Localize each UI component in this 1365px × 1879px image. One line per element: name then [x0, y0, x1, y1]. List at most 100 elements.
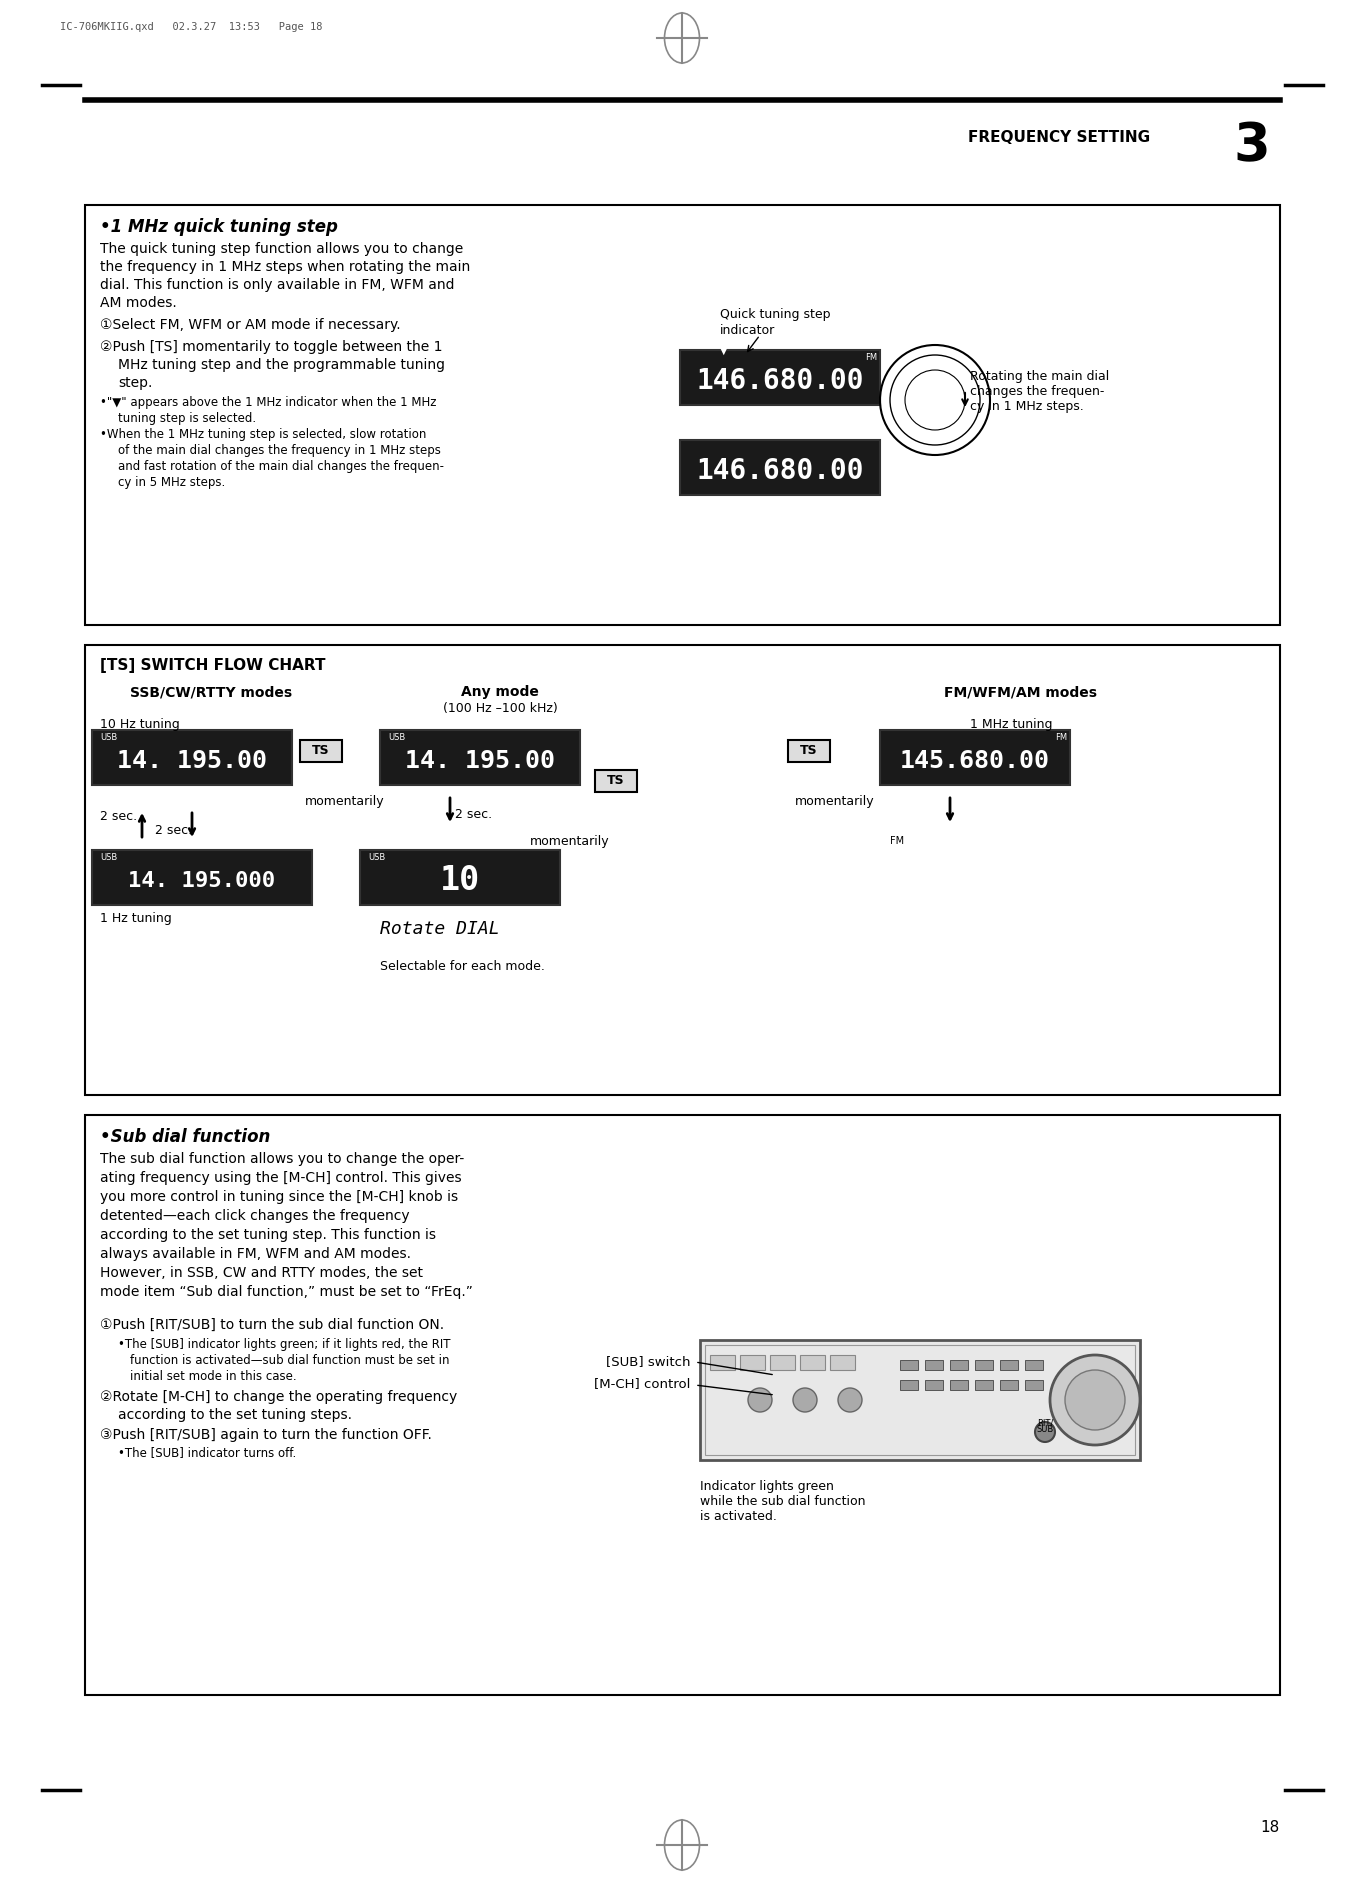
Text: Indicator lights green
while the sub dial function
is activated.: Indicator lights green while the sub dia…: [700, 1481, 865, 1524]
Bar: [925, 1360, 943, 1370]
Text: momentarily: momentarily: [530, 834, 610, 847]
Text: of the main dial changes the frequency in 1 MHz steps: of the main dial changes the frequency i…: [117, 443, 441, 457]
Circle shape: [793, 1389, 818, 1411]
Bar: [700, 1340, 1140, 1460]
Text: The sub dial function allows you to change the oper-: The sub dial function allows you to chan…: [100, 1152, 464, 1167]
Text: •Sub dial function: •Sub dial function: [100, 1127, 270, 1146]
Bar: [1001, 1379, 1018, 1390]
Text: function is activated—sub dial function must be set in: function is activated—sub dial function …: [130, 1355, 449, 1368]
Text: USB: USB: [100, 853, 117, 862]
Bar: [704, 1345, 1136, 1454]
Bar: [830, 1355, 854, 1370]
Bar: [788, 740, 830, 763]
Bar: [770, 1355, 794, 1370]
Bar: [680, 440, 880, 494]
Circle shape: [838, 1389, 863, 1411]
Text: ①Push [RIT/SUB] to turn the sub dial function ON.: ①Push [RIT/SUB] to turn the sub dial fun…: [100, 1317, 444, 1332]
Text: •The [SUB] indicator lights green; if it lights red, the RIT: •The [SUB] indicator lights green; if it…: [117, 1338, 450, 1351]
Text: tuning step is selected.: tuning step is selected.: [117, 412, 257, 425]
Circle shape: [1065, 1370, 1125, 1430]
Text: USB: USB: [369, 853, 385, 862]
Bar: [880, 731, 1070, 785]
Text: momentarily: momentarily: [794, 795, 875, 808]
Text: RIT/: RIT/: [1037, 1419, 1054, 1426]
Text: 2 sec.: 2 sec.: [156, 823, 192, 836]
Text: AM modes.: AM modes.: [100, 297, 176, 310]
Text: 146.680.00: 146.680.00: [696, 366, 864, 395]
Bar: [1025, 1379, 1043, 1390]
Bar: [85, 1114, 1280, 1695]
Bar: [925, 1379, 943, 1390]
Text: detented—each click changes the frequency: detented—each click changes the frequenc…: [100, 1208, 409, 1223]
Text: step.: step.: [117, 376, 153, 391]
Text: [SUB] switch: [SUB] switch: [606, 1355, 689, 1368]
Text: •1 MHz quick tuning step: •1 MHz quick tuning step: [100, 218, 339, 237]
Text: 10: 10: [440, 864, 480, 896]
Text: always available in FM, WFM and AM modes.: always available in FM, WFM and AM modes…: [100, 1248, 411, 1261]
Text: 1 MHz tuning: 1 MHz tuning: [971, 718, 1052, 731]
Text: ▼: ▼: [721, 346, 728, 355]
Text: ②Rotate [M-CH] to change the operating frequency: ②Rotate [M-CH] to change the operating f…: [100, 1390, 457, 1404]
Text: initial set mode in this case.: initial set mode in this case.: [130, 1370, 296, 1383]
Text: Rotating the main dial
changes the frequen-
cy in 1 MHz steps.: Rotating the main dial changes the frequ…: [971, 370, 1110, 413]
Text: FM: FM: [865, 353, 878, 363]
Bar: [379, 731, 580, 785]
Text: according to the set tuning step. This function is: according to the set tuning step. This f…: [100, 1229, 435, 1242]
Text: IC-706MKIIG.qxd   02.3.27  13:53   Page 18: IC-706MKIIG.qxd 02.3.27 13:53 Page 18: [60, 23, 322, 32]
Circle shape: [1050, 1355, 1140, 1445]
Text: 2 sec.: 2 sec.: [455, 808, 493, 821]
Text: indicator: indicator: [719, 323, 775, 336]
Text: 10 Hz tuning: 10 Hz tuning: [100, 718, 180, 731]
Bar: [975, 1360, 992, 1370]
Text: FM: FM: [1055, 733, 1067, 742]
Text: The quick tuning step function allows you to change: The quick tuning step function allows yo…: [100, 242, 463, 256]
Text: •When the 1 MHz tuning step is selected, slow rotation: •When the 1 MHz tuning step is selected,…: [100, 428, 426, 442]
Text: you more control in tuning since the [M-CH] knob is: you more control in tuning since the [M-…: [100, 1189, 459, 1204]
Bar: [1001, 1360, 1018, 1370]
Bar: [360, 849, 560, 906]
Text: MHz tuning step and the programmable tuning: MHz tuning step and the programmable tun…: [117, 359, 445, 372]
Bar: [680, 349, 880, 406]
Bar: [710, 1355, 734, 1370]
Text: USB: USB: [388, 733, 405, 742]
Bar: [85, 644, 1280, 1095]
Text: (100 Hz –100 kHz): (100 Hz –100 kHz): [442, 703, 557, 716]
Bar: [950, 1360, 968, 1370]
Text: 14. 195.000: 14. 195.000: [128, 870, 276, 891]
Text: 2 sec.: 2 sec.: [100, 810, 136, 823]
Text: Selectable for each mode.: Selectable for each mode.: [379, 960, 545, 973]
Text: ③Push [RIT/SUB] again to turn the function OFF.: ③Push [RIT/SUB] again to turn the functi…: [100, 1428, 431, 1441]
Bar: [1025, 1360, 1043, 1370]
Text: SUB: SUB: [1036, 1424, 1054, 1434]
Bar: [740, 1355, 764, 1370]
Text: FM: FM: [890, 836, 904, 846]
Text: TS: TS: [800, 744, 818, 757]
Text: 14. 195.00: 14. 195.00: [117, 748, 268, 772]
Text: dial. This function is only available in FM, WFM and: dial. This function is only available in…: [100, 278, 455, 291]
Text: FM/WFM/AM modes: FM/WFM/AM modes: [943, 686, 1096, 699]
Bar: [975, 1379, 992, 1390]
Text: ①Select FM, WFM or AM mode if necessary.: ①Select FM, WFM or AM mode if necessary.: [100, 318, 400, 333]
Bar: [91, 731, 292, 785]
Bar: [900, 1360, 919, 1370]
Text: However, in SSB, CW and RTTY modes, the set: However, in SSB, CW and RTTY modes, the …: [100, 1266, 423, 1280]
Text: Rotate DIAL: Rotate DIAL: [379, 921, 500, 938]
Bar: [900, 1379, 919, 1390]
Text: momentarily: momentarily: [304, 795, 385, 808]
Text: TS: TS: [313, 744, 330, 757]
Text: 3: 3: [1233, 120, 1269, 173]
Text: and fast rotation of the main dial changes the frequen-: and fast rotation of the main dial chang…: [117, 460, 444, 474]
Text: ②Push [TS] momentarily to toggle between the 1: ②Push [TS] momentarily to toggle between…: [100, 340, 442, 353]
Text: USB: USB: [100, 733, 117, 742]
Text: cy in 5 MHz steps.: cy in 5 MHz steps.: [117, 475, 225, 489]
Text: ating frequency using the [M-CH] control. This gives: ating frequency using the [M-CH] control…: [100, 1171, 461, 1186]
Text: 18: 18: [1261, 1821, 1280, 1836]
Text: [M-CH] control: [M-CH] control: [594, 1377, 689, 1390]
Text: [TS] SWITCH FLOW CHART: [TS] SWITCH FLOW CHART: [100, 658, 325, 673]
Text: TS: TS: [607, 774, 625, 787]
Text: the frequency in 1 MHz steps when rotating the main: the frequency in 1 MHz steps when rotati…: [100, 259, 471, 274]
Text: Quick tuning step: Quick tuning step: [719, 308, 830, 321]
Text: 14. 195.00: 14. 195.00: [405, 748, 556, 772]
Bar: [950, 1379, 968, 1390]
Text: •The [SUB] indicator turns off.: •The [SUB] indicator turns off.: [117, 1447, 296, 1458]
